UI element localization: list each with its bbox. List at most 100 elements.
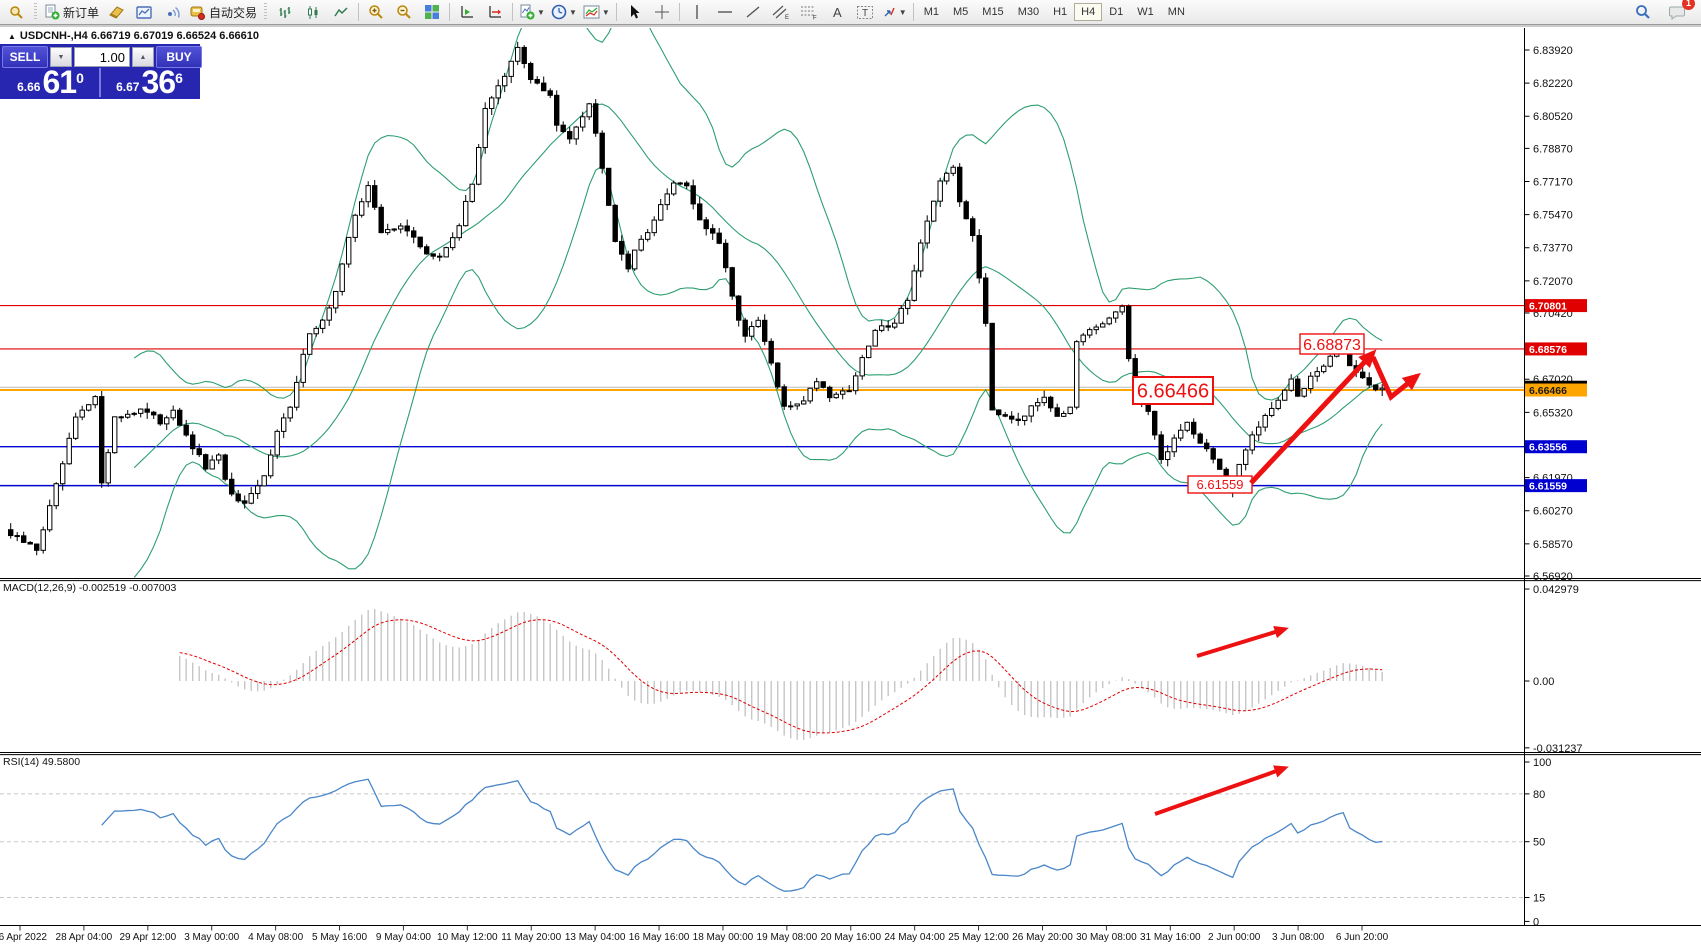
line-chart-icon	[333, 6, 348, 16]
arrows-icon	[884, 7, 895, 16]
trendline-button[interactable]	[739, 1, 767, 24]
tf-button-m5[interactable]: M5	[953, 6, 969, 18]
arrows-button[interactable]: ▼	[879, 1, 910, 24]
crosshair-button[interactable]	[648, 1, 676, 24]
svg-text:6.82220: 6.82220	[1533, 78, 1573, 90]
trend-arrows[interactable]	[1154, 349, 1421, 816]
new-order-icon	[45, 4, 60, 20]
tf-button-h4[interactable]: H4	[1074, 3, 1103, 21]
sell-price[interactable]: 6.66 61 0	[2, 66, 101, 98]
cursor-icon	[630, 5, 640, 19]
horizontal-line-button[interactable]	[711, 1, 739, 24]
chart-shift-button[interactable]	[453, 1, 481, 24]
autotrading-button[interactable]: 自动交易	[186, 1, 260, 24]
macd-panel	[178, 608, 1383, 740]
search-button[interactable]	[1629, 1, 1657, 24]
text-button[interactable]: A	[823, 1, 851, 24]
zoom-out-button[interactable]	[390, 1, 418, 24]
svg-text:6.66466: 6.66466	[1529, 385, 1567, 397]
buy-price-sup: 6	[175, 70, 183, 86]
tile-windows-icon	[425, 5, 440, 19]
svg-text:30 May 08:00: 30 May 08:00	[1076, 932, 1137, 943]
axis-price-flag	[1525, 440, 1587, 454]
new-order-label: 新订单	[63, 5, 100, 20]
eraser-button[interactable]	[102, 1, 130, 24]
svg-text:6.61559: 6.61559	[1529, 481, 1567, 493]
charts-window-icon	[135, 5, 152, 19]
svg-text:0.042979: 0.042979	[1533, 584, 1579, 596]
buy-button[interactable]: BUY	[156, 46, 202, 68]
tf-button-mn[interactable]: MN	[1167, 6, 1185, 18]
auto-scroll-button[interactable]	[481, 1, 509, 24]
svg-text:0: 0	[1533, 916, 1539, 928]
indicators-icon	[520, 4, 535, 20]
cursor-button[interactable]	[620, 1, 648, 24]
horizontal-line-icon	[717, 11, 732, 13]
macd-signal-line	[179, 619, 1383, 734]
trend-arrow	[1370, 355, 1421, 401]
main-chart-panel	[0, 28, 1525, 578]
equidistant-channel-button[interactable]: E	[767, 1, 795, 24]
tf-button-w1[interactable]: W1	[1137, 6, 1154, 18]
tf-button-m1[interactable]: M1	[923, 6, 939, 18]
svg-text:9 May 04:00: 9 May 04:00	[376, 932, 431, 943]
search-icon	[1636, 5, 1650, 19]
svg-text:6.65320: 6.65320	[1533, 407, 1573, 419]
crosshair-icon	[654, 5, 669, 19]
fibonacci-button[interactable]: F	[795, 1, 823, 24]
tile-windows-button[interactable]	[418, 1, 446, 24]
price-annotations[interactable]: 6.68873 6.66466 6.61559	[1132, 333, 1365, 494]
equidistant-channel-icon: E	[772, 5, 789, 20]
zoom-in-button[interactable]	[362, 1, 390, 24]
chart-shift-icon	[461, 5, 474, 18]
sell-button[interactable]: SELL	[2, 46, 48, 68]
volume-input[interactable]	[74, 47, 130, 67]
svg-text:20 May 16:00: 20 May 16:00	[820, 932, 881, 943]
toolbar-grip	[34, 3, 37, 21]
buy-price[interactable]: 6.67 36 6	[101, 66, 198, 98]
tf-button-h1[interactable]: H1	[1053, 6, 1068, 18]
text-label-button[interactable]: T	[851, 1, 879, 24]
svg-text:6.68576: 6.68576	[1529, 344, 1567, 356]
eraser-icon	[108, 6, 124, 19]
toolbar-grip	[264, 3, 268, 21]
tf-button-m30[interactable]: M30	[1017, 6, 1040, 18]
toolbar-separator	[912, 3, 914, 21]
bollinger-band-line	[133, 28, 1383, 401]
svg-text:0.00: 0.00	[1533, 676, 1554, 688]
indicators-button[interactable]: ▼	[516, 1, 548, 24]
trend-arrow	[1249, 349, 1377, 485]
signal-button[interactable]	[158, 1, 186, 24]
axis-price-flag	[1525, 342, 1587, 356]
tf-button-m15[interactable]: M15	[982, 6, 1004, 18]
candlestick-chart-icon	[307, 5, 318, 19]
line-chart-button[interactable]	[327, 1, 355, 24]
svg-text:29 Apr 12:00: 29 Apr 12:00	[119, 932, 176, 943]
svg-text:80: 80	[1533, 789, 1545, 801]
volume-decrease-button[interactable]: ▼	[50, 47, 72, 67]
rsi-axis: 100 80 50 15 0	[1524, 757, 1551, 928]
dropdown-caret-icon: ▼	[568, 7, 577, 17]
price-annotation-text: 6.66466	[1137, 381, 1209, 403]
notifications-button[interactable]: 1	[1663, 0, 1695, 24]
text-icon: A	[833, 5, 842, 20]
notification-badge: 1	[1682, 0, 1695, 10]
chart-title: ▲ USDCNH-,H4 6.66719 6.67019 6.66524 6.6…	[8, 30, 259, 42]
candlestick-chart-button[interactable]	[299, 1, 327, 24]
bar-chart-button[interactable]	[271, 1, 299, 24]
dropdown-caret-icon: ▼	[898, 7, 907, 17]
periods-button[interactable]: ▼	[548, 1, 580, 24]
tf-button-d1[interactable]: D1	[1109, 6, 1124, 18]
buy-price-small: 6.67	[116, 80, 140, 94]
auto-scroll-icon	[489, 5, 502, 18]
symbol-search-icon[interactable]	[2, 1, 30, 24]
volume-increase-button[interactable]: ▲	[132, 47, 154, 67]
new-order-button[interactable]: 新订单	[41, 1, 102, 24]
templates-button[interactable]: ▼	[580, 1, 613, 24]
clock-icon	[551, 4, 567, 20]
charts-window-button[interactable]	[130, 1, 158, 24]
vertical-line-button[interactable]	[683, 1, 711, 24]
candles	[8, 41, 1385, 556]
